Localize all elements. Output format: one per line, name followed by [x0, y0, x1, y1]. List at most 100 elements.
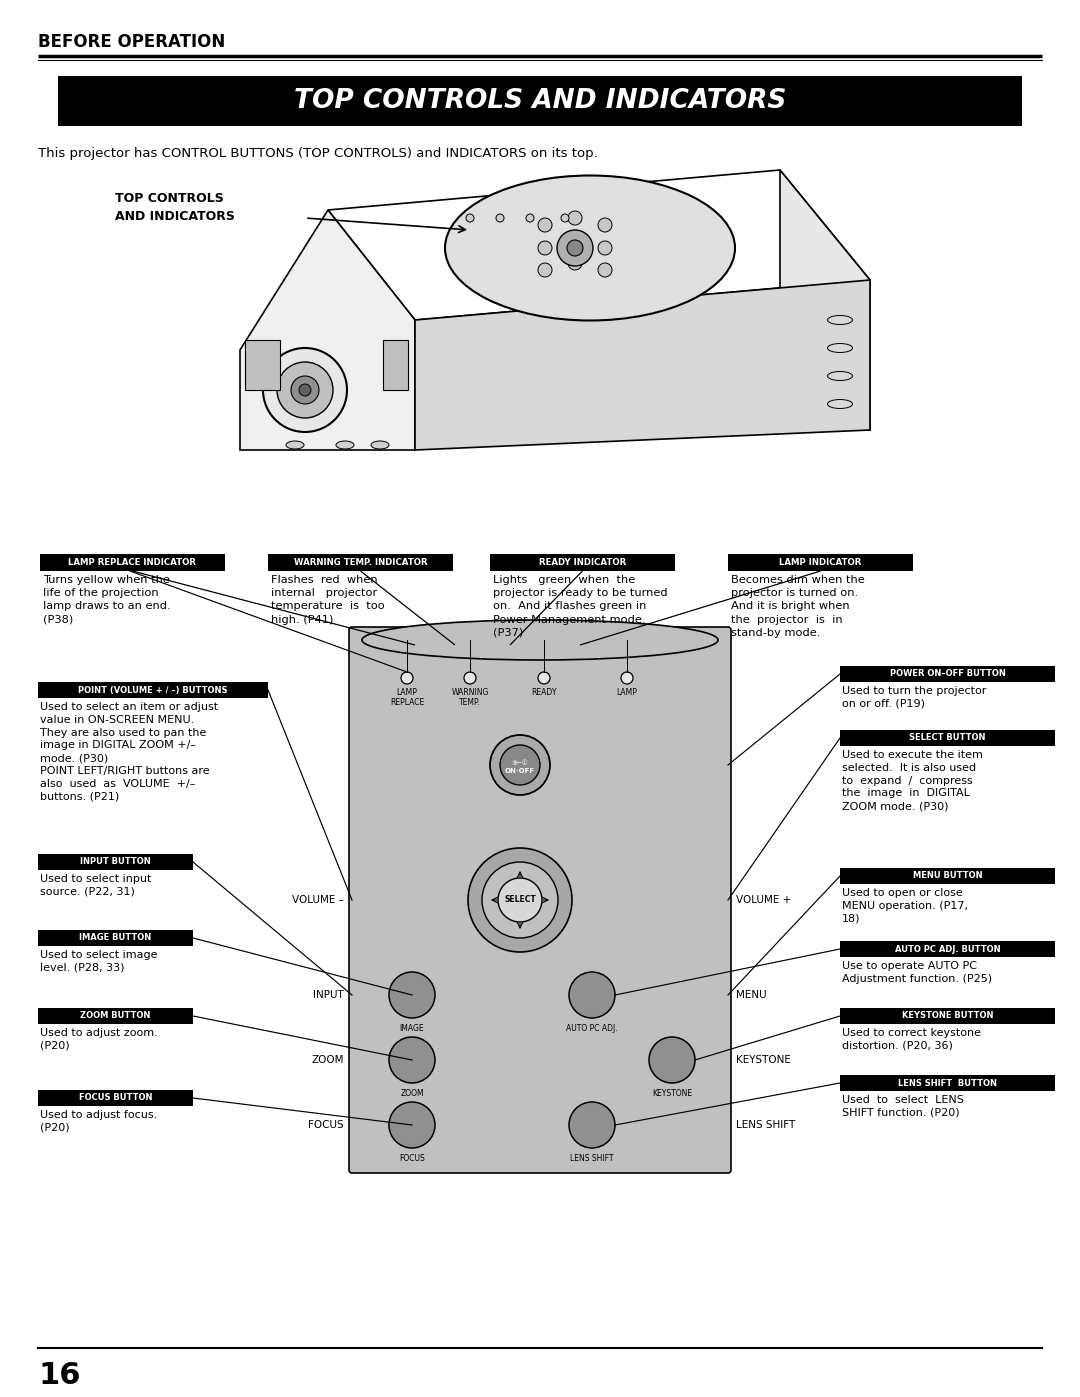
Text: READY INDICATOR: READY INDICATOR [539, 557, 626, 567]
Bar [245, 339, 280, 390]
Circle shape [526, 214, 534, 222]
Circle shape [538, 672, 550, 685]
Bar [38, 682, 268, 698]
Bar [840, 731, 1055, 746]
Text: LAMP: LAMP [617, 687, 637, 697]
Circle shape [401, 672, 413, 685]
Text: MENU BUTTON: MENU BUTTON [913, 872, 983, 880]
Text: FOCUS: FOCUS [309, 1120, 345, 1130]
Text: Turns yellow when the
life of the projection
lamp draws to an end.
(P38): Turns yellow when the life of the projec… [43, 576, 171, 624]
Text: LAMP INDICATOR: LAMP INDICATOR [780, 557, 862, 567]
Ellipse shape [286, 441, 303, 448]
Text: BEFORE OPERATION: BEFORE OPERATION [38, 34, 226, 52]
Circle shape [389, 972, 435, 1018]
Ellipse shape [362, 620, 718, 659]
Text: TOP CONTROLS AND INDICATORS: TOP CONTROLS AND INDICATORS [294, 88, 786, 115]
Circle shape [568, 235, 582, 249]
Text: LENS SHIFT  BUTTON: LENS SHIFT BUTTON [897, 1078, 997, 1087]
Ellipse shape [336, 441, 354, 448]
Bar [38, 1009, 193, 1024]
Text: ON·OFF: ON·OFF [505, 768, 535, 774]
Text: Flashes  red  when
internal   projector
temperature  is  too
high. (P41): Flashes red when internal projector temp… [271, 576, 384, 624]
Bar [840, 666, 1055, 682]
Text: AND INDICATORS: AND INDICATORS [114, 210, 234, 224]
Circle shape [291, 376, 319, 404]
Polygon shape [328, 170, 870, 320]
Bar [383, 339, 408, 390]
Text: LAMP REPLACE INDICATOR: LAMP REPLACE INDICATOR [68, 557, 197, 567]
Text: Lights   green  when  the
projector is ready to be turned
on.  And it flashes gr: Lights green when the projector is ready… [492, 576, 667, 638]
Text: SELECT BUTTON: SELECT BUTTON [909, 733, 986, 742]
Text: ZOOM BUTTON: ZOOM BUTTON [80, 1011, 151, 1020]
Bar [38, 854, 193, 870]
Text: SELECT: SELECT [504, 895, 536, 904]
Ellipse shape [372, 441, 389, 448]
Text: INPUT: INPUT [313, 990, 345, 1000]
Bar [490, 555, 675, 571]
Text: Used to adjust focus.
(P20): Used to adjust focus. (P20) [40, 1111, 158, 1133]
Circle shape [538, 242, 552, 256]
Circle shape [490, 735, 550, 795]
Text: KEYSTONE BUTTON: KEYSTONE BUTTON [902, 1011, 994, 1020]
Text: MENU: MENU [735, 990, 767, 1000]
Circle shape [561, 214, 569, 222]
Circle shape [464, 672, 476, 685]
Circle shape [496, 214, 504, 222]
Text: Used to select an item or adjust
value in ON-SCREEN MENU.
They are also used to : Used to select an item or adjust value i… [40, 703, 218, 802]
Circle shape [500, 745, 540, 785]
Circle shape [568, 256, 582, 270]
Polygon shape [240, 210, 415, 450]
Circle shape [569, 1102, 615, 1148]
Bar [840, 1076, 1055, 1091]
Ellipse shape [445, 176, 735, 320]
Text: KEYSTONE: KEYSTONE [735, 1055, 791, 1065]
Text: INPUT BUTTON: INPUT BUTTON [80, 858, 151, 866]
Text: READY: READY [531, 687, 557, 697]
Bar [40, 555, 225, 571]
Text: This projector has CONTROL BUTTONS (TOP CONTROLS) and INDICATORS on its top.: This projector has CONTROL BUTTONS (TOP … [38, 147, 597, 161]
Circle shape [568, 211, 582, 225]
Text: POWER ON–OFF BUTTON: POWER ON–OFF BUTTON [890, 669, 1005, 679]
Bar [840, 868, 1055, 884]
Text: Used to select input
source. (P22, 31): Used to select input source. (P22, 31) [40, 875, 151, 897]
Text: ZOOM: ZOOM [311, 1055, 345, 1065]
Circle shape [538, 218, 552, 232]
Text: Becomes dim when the
projector is turned on.
And it is bright when
the  projecto: Becomes dim when the projector is turned… [731, 576, 865, 638]
Circle shape [498, 877, 542, 922]
Text: ⑨─①: ⑨─① [512, 760, 528, 766]
Bar [840, 1009, 1055, 1024]
Text: Used to adjust zoom.
(P20): Used to adjust zoom. (P20) [40, 1028, 158, 1051]
Circle shape [598, 218, 612, 232]
Bar [38, 1090, 193, 1106]
Circle shape [299, 384, 311, 395]
Circle shape [567, 240, 583, 256]
Text: LENS SHIFT: LENS SHIFT [570, 1154, 613, 1162]
Text: AUTO PC ADJ. BUTTON: AUTO PC ADJ. BUTTON [894, 944, 1000, 954]
Circle shape [598, 242, 612, 256]
Circle shape [389, 1102, 435, 1148]
Circle shape [389, 1037, 435, 1083]
Text: FOCUS: FOCUS [400, 1154, 424, 1162]
Text: Used to select image
level. (P28, 33): Used to select image level. (P28, 33) [40, 950, 158, 972]
Circle shape [482, 862, 558, 937]
Text: ZOOM: ZOOM [401, 1090, 423, 1098]
Circle shape [276, 362, 333, 418]
FancyBboxPatch shape [349, 627, 731, 1173]
Circle shape [264, 348, 347, 432]
Text: KEYSTONE: KEYSTONE [652, 1090, 692, 1098]
Text: VOLUME +: VOLUME + [735, 895, 792, 905]
Bar [268, 555, 453, 571]
Circle shape [621, 672, 633, 685]
Text: Used to correct keystone
distortion. (P20, 36): Used to correct keystone distortion. (P2… [842, 1028, 981, 1051]
Text: POINT (VOLUME + / –) BUTTONS: POINT (VOLUME + / –) BUTTONS [78, 686, 228, 694]
Circle shape [538, 263, 552, 277]
Bar [840, 942, 1055, 957]
Circle shape [649, 1037, 696, 1083]
Polygon shape [415, 279, 870, 450]
Text: IMAGE: IMAGE [400, 1024, 424, 1032]
Text: Used  to  select  LENS
SHIFT function. (P20): Used to select LENS SHIFT function. (P20… [842, 1095, 963, 1118]
Polygon shape [780, 170, 870, 430]
Circle shape [465, 214, 474, 222]
Text: LENS SHIFT: LENS SHIFT [735, 1120, 795, 1130]
Text: Used to turn the projector
on or off. (P19): Used to turn the projector on or off. (P… [842, 686, 986, 708]
